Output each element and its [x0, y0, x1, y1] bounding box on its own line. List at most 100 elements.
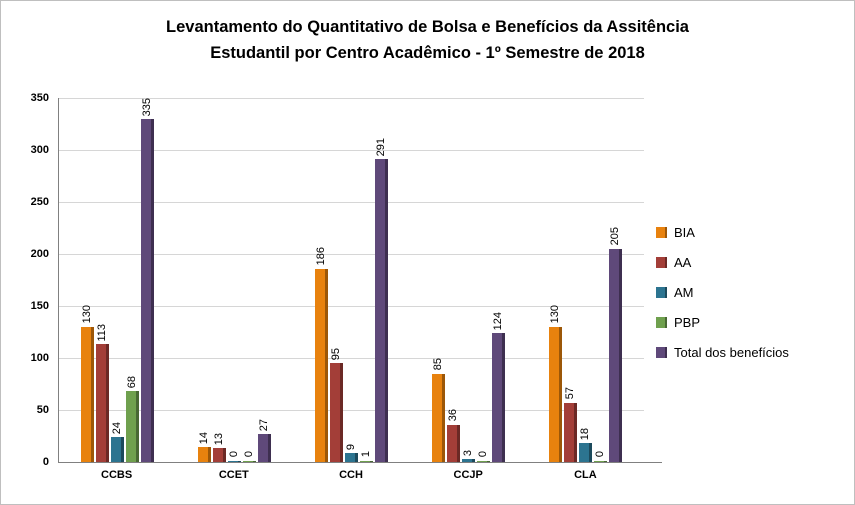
bar — [126, 391, 139, 462]
gridline — [59, 358, 644, 359]
chart-title-line2: Estudantil por Centro Acadêmico - 1º Sem… — [210, 43, 645, 62]
bar-column: 27 — [257, 98, 272, 462]
legend-item: BIA — [656, 225, 789, 240]
bar-value-label: 335 — [141, 98, 153, 117]
legend-marker-icon — [656, 317, 667, 328]
bar — [477, 460, 490, 462]
legend-label: AA — [674, 255, 692, 270]
bar — [315, 268, 328, 462]
bar-value-label: 85 — [432, 358, 444, 371]
y-tick-label: 300 — [30, 144, 49, 156]
gridlines — [59, 98, 644, 462]
bar — [549, 326, 562, 462]
bar-value-label: 68 — [126, 376, 138, 389]
x-axis-line — [58, 462, 662, 463]
bar-column: 0 — [476, 98, 491, 462]
gridline — [59, 410, 644, 411]
bar-column: 3 — [461, 98, 476, 462]
y-tick-label: 250 — [30, 196, 49, 208]
bar-value-label: 0 — [477, 451, 489, 458]
bar — [228, 460, 241, 462]
bar-value-label: 9 — [345, 443, 357, 450]
bar-column: 205 — [608, 98, 623, 462]
bar-column: 14 — [197, 98, 212, 462]
bar-column: 186 — [314, 98, 329, 462]
bar-column: 24 — [110, 98, 125, 462]
bar — [360, 460, 373, 462]
legend-label: BIA — [674, 225, 695, 240]
bar — [213, 448, 226, 462]
legend-item: Total dos benefícios — [656, 345, 789, 360]
y-tick-label: 350 — [30, 92, 49, 104]
bar — [375, 159, 388, 462]
bar-value-label: 186 — [315, 247, 327, 266]
gridline — [59, 306, 644, 307]
bar-column: 68 — [125, 98, 140, 462]
bar-groups: 130 113 24 68 335 14 13 0 0 27 186 95 9 1 291 85 36 3 0 124… — [59, 98, 644, 462]
bar — [432, 373, 445, 462]
legend-marker-icon — [656, 347, 667, 358]
legend-item: PBP — [656, 315, 789, 330]
legend-label: AM — [674, 285, 694, 300]
bar-column: 0 — [242, 98, 257, 462]
bar — [447, 424, 460, 462]
plot-area: 130 113 24 68 335 14 13 0 0 27 186 95 9 1 291 85 36 3 0 124… — [58, 98, 644, 462]
bar-column: 36 — [446, 98, 461, 462]
bar — [258, 433, 271, 462]
bar-value-label: 27 — [258, 418, 270, 431]
bar-column: 9 — [344, 98, 359, 462]
bar-column: 1 — [359, 98, 374, 462]
category-label-cla: CLA — [574, 469, 597, 481]
bar — [564, 402, 577, 462]
bar-value-label: 130 — [81, 305, 93, 324]
bar-group-ccet: 14 13 0 0 27 — [176, 98, 293, 462]
bar-value-label: 3 — [462, 449, 474, 456]
bar-value-label: 0 — [243, 451, 255, 458]
bar — [462, 458, 475, 462]
legend-item: AA — [656, 255, 789, 270]
bar-group-ccbs: 130 113 24 68 335 — [59, 98, 176, 462]
legend: BIA AA AM PBP Total dos benefícios — [656, 225, 789, 375]
legend-marker-icon — [656, 257, 667, 268]
bar — [345, 452, 358, 462]
bar-column: 95 — [329, 98, 344, 462]
bar-group-cch: 186 95 9 1 291 — [293, 98, 410, 462]
y-tick-label: 50 — [36, 404, 49, 416]
bar-column: 124 — [491, 98, 506, 462]
bar-column: 13 — [212, 98, 227, 462]
bar-column: 130 — [80, 98, 95, 462]
gridline — [59, 254, 644, 255]
bar-column: 18 — [578, 98, 593, 462]
y-tick-label: 200 — [30, 248, 49, 260]
bar — [243, 460, 256, 462]
bar-value-label: 24 — [111, 421, 123, 435]
bar-column: 130 — [548, 98, 563, 462]
gridline — [59, 202, 644, 203]
category-label-ccjp: CCJP — [453, 469, 483, 481]
bar — [111, 437, 124, 462]
category-label-ccbs: CCBS — [101, 469, 133, 481]
bar-value-label: 205 — [609, 227, 621, 246]
bar — [579, 443, 592, 462]
bar-column: 0 — [593, 98, 608, 462]
bar-group-ccjp: 85 36 3 0 124 — [410, 98, 527, 462]
y-tick-label: 0 — [42, 456, 49, 468]
legend-marker-icon — [656, 227, 667, 238]
bar — [609, 248, 622, 462]
gridline — [59, 98, 644, 99]
legend-marker-icon — [656, 287, 667, 298]
bar-value-label: 18 — [579, 428, 591, 441]
bar-value-label: 1 — [360, 451, 372, 458]
bar-value-label: 57 — [564, 387, 576, 400]
x-axis-labels: CCBS CCET CCH CCJP CLA — [58, 469, 644, 481]
bar-column: 85 — [431, 98, 446, 462]
bar — [330, 363, 343, 462]
legend-label: Total dos benefícios — [674, 345, 789, 360]
legend-item: AM — [656, 285, 789, 300]
bar-column: 57 — [563, 98, 578, 462]
chart-title: Levantamento do Quantitativo de Bolsa e … — [1, 15, 854, 66]
legend-label: PBP — [674, 315, 701, 330]
bar-value-label: 0 — [594, 451, 606, 458]
y-tick-label: 150 — [30, 300, 49, 312]
